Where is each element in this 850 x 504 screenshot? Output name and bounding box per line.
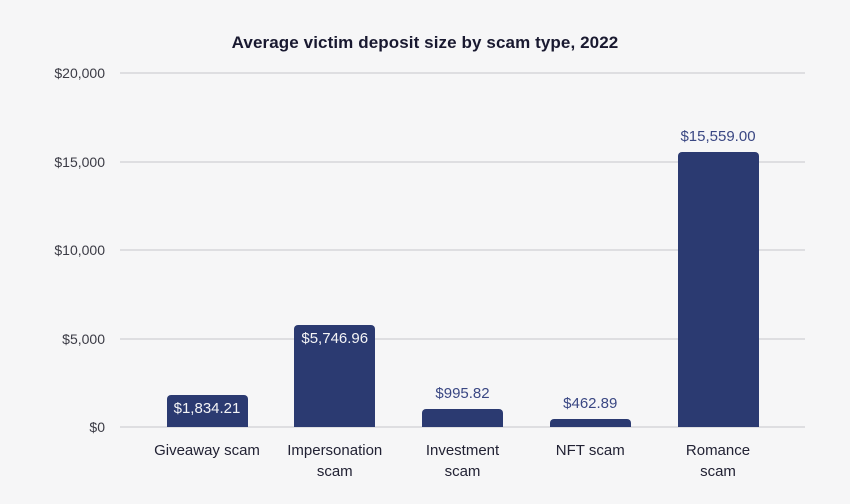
bar-4: [677, 151, 759, 427]
y-tick-label: $15,000: [54, 153, 105, 170]
x-tick-label: Giveaway scam: [132, 440, 282, 461]
bar-value-label: $995.82: [435, 385, 490, 403]
bar-value-label: $5,746.96: [301, 330, 369, 348]
gridline-y-20000: [120, 72, 805, 74]
gridline-y-0: [120, 426, 805, 428]
gridline-y-10000: [120, 249, 805, 251]
bar-value-label: $15,559.00: [680, 127, 756, 145]
y-tick-label: $0: [89, 419, 105, 435]
x-tick-label-line: Investment: [425, 442, 500, 459]
x-tick-label-line: scam: [316, 463, 353, 480]
x-tick-label-line: Impersonation: [287, 442, 383, 459]
gridline-y-5000: [120, 337, 805, 340]
x-tick-label: Impersonation scam: [260, 440, 410, 482]
y-tick-label: $5,000: [62, 330, 105, 347]
bar-0: $1,834.21: [166, 394, 248, 427]
bar-3: [549, 418, 631, 427]
x-tick-label-line: NFT scam: [555, 442, 625, 459]
x-tick-label: Romance scam: [643, 440, 793, 482]
x-tick-label-line: Giveaway scam: [154, 442, 260, 459]
bar-value-label: $1,834.21: [173, 399, 241, 417]
bar-1: $5,746.96: [294, 325, 376, 427]
x-tick-label-line: scam: [444, 463, 481, 480]
x-tick-label-line: scam: [700, 463, 736, 480]
bar-value-label: $462.89: [563, 394, 618, 412]
gridline-y-15000: [120, 160, 805, 163]
bar-2: [422, 409, 503, 427]
x-tick-label-line: Romance: [685, 442, 751, 459]
y-tick-label: $20,000: [54, 65, 105, 81]
x-tick-label: NFT scam: [515, 440, 665, 461]
x-tick-label: Investment scam: [388, 440, 538, 482]
chart-title: Average victim deposit size by scam type…: [231, 33, 619, 52]
y-tick-label: $10,000: [54, 242, 105, 258]
